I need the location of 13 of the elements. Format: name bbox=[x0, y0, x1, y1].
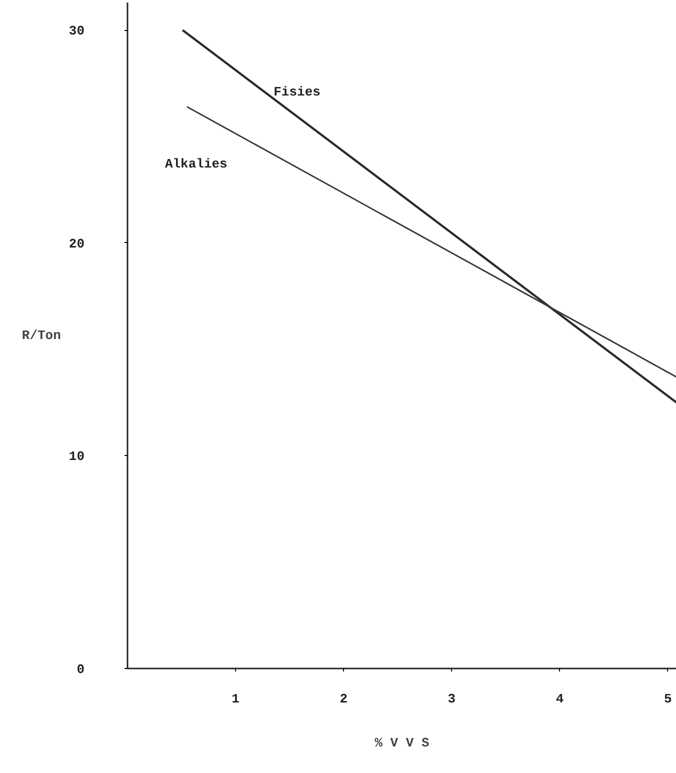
y-tick-label: 30 bbox=[68, 24, 85, 39]
y-axis-title: R/Ton bbox=[22, 328, 62, 343]
series-label: Fisies bbox=[274, 84, 321, 100]
y-tick-label: 0 bbox=[76, 662, 85, 677]
x-tick-label: 5 bbox=[664, 692, 672, 706]
x-tick-label: 4 bbox=[556, 692, 564, 706]
x-tick-label: 1 bbox=[232, 692, 240, 706]
y-tick-label: 10 bbox=[68, 449, 85, 464]
x-tick-label: 3 bbox=[448, 692, 456, 706]
series-label: Alkalies bbox=[164, 156, 228, 172]
x-axis-title: % V V S bbox=[374, 736, 430, 750]
y-tick-label: 20 bbox=[68, 236, 85, 252]
x-tick-label: 2 bbox=[340, 692, 348, 706]
